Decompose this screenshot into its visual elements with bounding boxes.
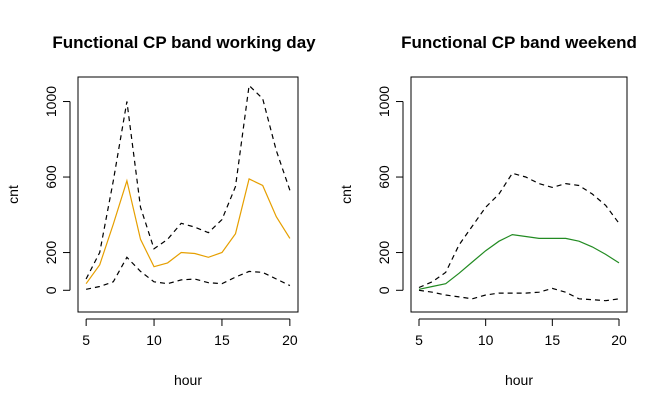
plot-frame bbox=[410, 76, 628, 313]
y-tick-label: 200 bbox=[43, 241, 59, 265]
series-line-upper bbox=[418, 172, 620, 289]
y-tick-label: 600 bbox=[376, 165, 392, 189]
x-axis-label: hour bbox=[174, 372, 202, 388]
x-tick-label: 5 bbox=[82, 332, 90, 348]
chart-title: Functional CP band weekend bbox=[401, 33, 637, 52]
series-line-upper bbox=[85, 84, 291, 280]
x-tick-label: 15 bbox=[214, 332, 230, 348]
y-axis-label: cnt bbox=[5, 185, 21, 204]
x-tick-label: 10 bbox=[478, 332, 494, 348]
y-tick-label: 1000 bbox=[376, 86, 392, 117]
series-line-center bbox=[418, 233, 620, 290]
series-line-center bbox=[85, 178, 291, 285]
y-tick-label: 0 bbox=[43, 286, 59, 294]
x-tick-label: 20 bbox=[611, 332, 627, 348]
x-tick-label: 15 bbox=[545, 332, 561, 348]
series-line-lower bbox=[418, 287, 620, 302]
plot-frame bbox=[77, 76, 299, 313]
x-tick-label: 10 bbox=[146, 332, 162, 348]
y-tick-label: 1000 bbox=[43, 86, 59, 117]
y-tick-label: 600 bbox=[43, 165, 59, 189]
x-axis-label: hour bbox=[505, 372, 533, 388]
y-tick-label: 200 bbox=[376, 241, 392, 265]
y-tick-label: 0 bbox=[376, 286, 392, 294]
x-tick-label: 20 bbox=[282, 332, 298, 348]
x-tick-label: 5 bbox=[415, 332, 423, 348]
y-axis-label: cnt bbox=[338, 185, 354, 204]
series-line-lower bbox=[85, 256, 291, 290]
chart-title: Functional CP band working day bbox=[52, 33, 316, 52]
